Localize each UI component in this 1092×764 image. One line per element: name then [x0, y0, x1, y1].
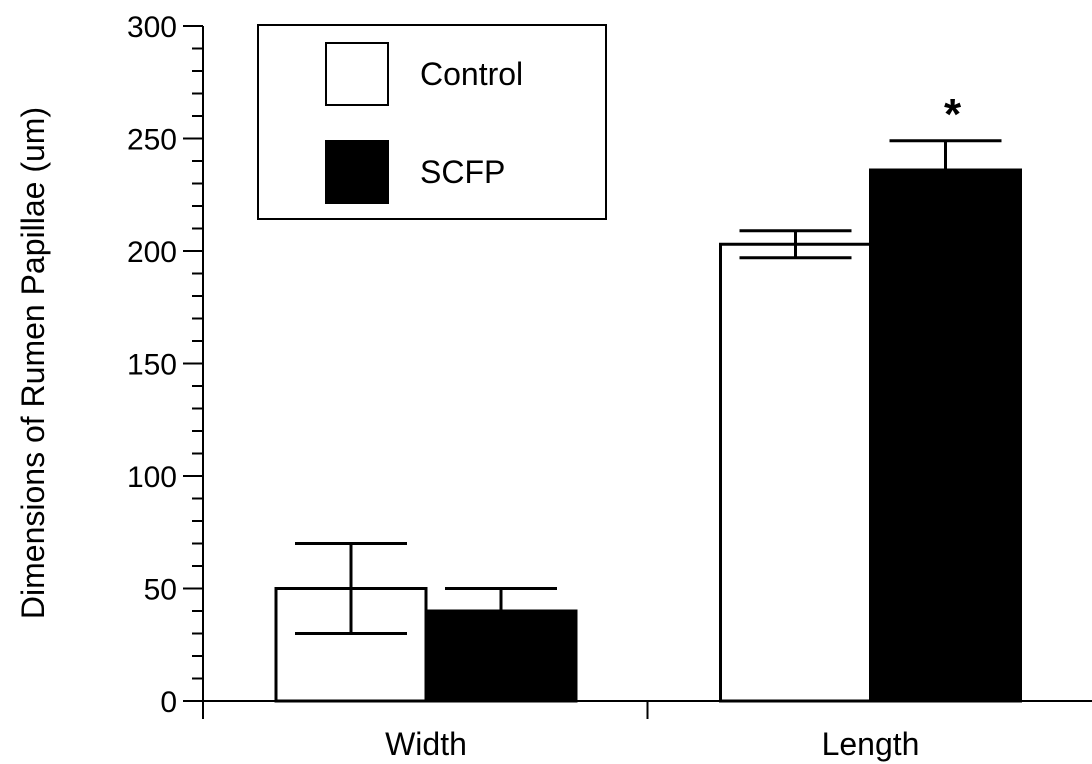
legend-label-control: Control [420, 56, 523, 92]
legend-label-scfp: SCFP [420, 154, 505, 190]
y-tick-label: 250 [127, 124, 177, 157]
y-axis: 0 50 100 150 200 250 300 [127, 11, 204, 719]
y-tick-label: 50 [144, 574, 177, 607]
y-tick-label: 0 [160, 686, 177, 719]
y-tick-label: 150 [127, 349, 177, 382]
y-tick-label: 200 [127, 236, 177, 269]
x-tick-label: Width [385, 726, 467, 762]
x-axis: Width Length [203, 700, 1092, 762]
legend-swatch-scfp [325, 140, 389, 204]
legend: Control SCFP [257, 24, 607, 220]
bars: * [274, 90, 1022, 703]
error-bar [739, 229, 852, 260]
y-axis-label: Dimensions of Rumen Papillae (um) [15, 107, 51, 619]
bar-control-length [719, 242, 872, 703]
error-bar [445, 587, 557, 635]
x-tick-label: Length [822, 726, 920, 762]
error-bar [889, 139, 1002, 201]
legend-swatch-control [325, 42, 389, 106]
legend-box [257, 24, 607, 220]
error-bar [295, 542, 407, 635]
y-tick-label: 300 [127, 11, 177, 44]
y-tick-label: 100 [127, 461, 177, 494]
significance-asterisk: * [944, 90, 962, 139]
bar-scfp-length [869, 168, 1022, 703]
